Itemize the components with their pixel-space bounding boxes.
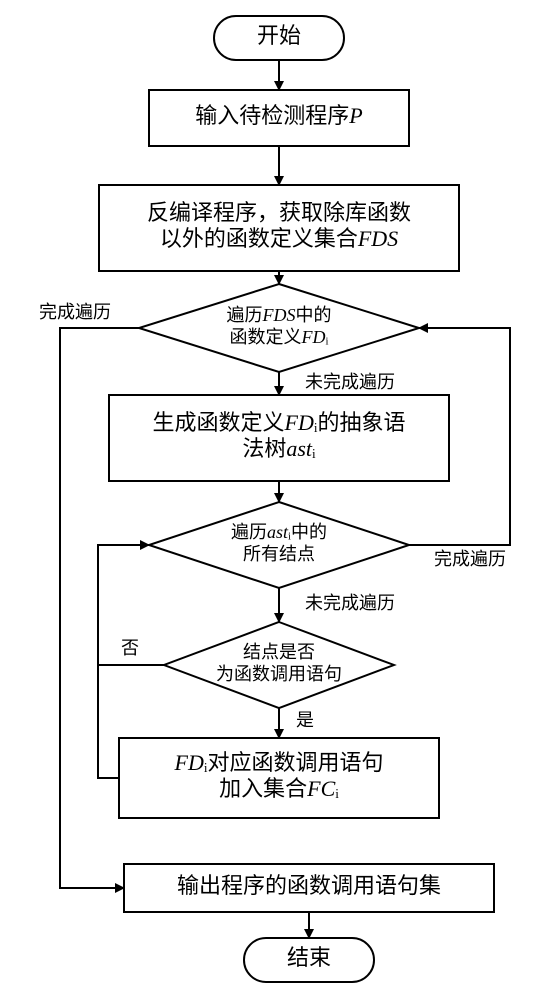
svg-text:以外的函数定义集合FDS: 以外的函数定义集合FDS <box>160 226 398 251</box>
edge-label-e7: 是 <box>296 710 314 730</box>
svg-text:输入待检测程序P: 输入待检测程序P <box>195 103 362 128</box>
svg-text:FDᵢ对应函数调用语句: FDᵢ对应函数调用语句 <box>174 750 384 775</box>
svg-text:反编译程序，获取除库函数: 反编译程序，获取除库函数 <box>147 200 411 225</box>
svg-text:生成函数定义FDᵢ的抽象语: 生成函数定义FDᵢ的抽象语 <box>153 410 406 435</box>
edge-e_fc_back <box>98 665 119 778</box>
svg-text:结束: 结束 <box>287 945 331 970</box>
svg-text:输出程序的函数调用语句集: 输出程序的函数调用语句集 <box>177 873 441 898</box>
flowchart-root: 未完成遍历未完成遍历是完成遍历完成遍历否开始输入待检测程序P反编译程序，获取除库… <box>0 0 558 1000</box>
node-label-start: 开始 <box>257 23 301 48</box>
svg-text:遍历astᵢ中的: 遍历astᵢ中的 <box>231 522 327 542</box>
svg-text:为函数调用语句: 为函数调用语句 <box>216 664 342 684</box>
edge-label-e_fds_left: 完成遍历 <box>39 302 111 322</box>
edge-label-e_ast_right: 完成遍历 <box>434 549 506 569</box>
node-label-output: 输出程序的函数调用语句集 <box>177 873 441 898</box>
svg-text:函数定义FDᵢ: 函数定义FDᵢ <box>230 327 329 347</box>
svg-text:结点是否: 结点是否 <box>243 642 315 662</box>
node-label-input: 输入待检测程序P <box>195 103 362 128</box>
edge-label-e4: 未完成遍历 <box>305 372 395 392</box>
svg-text:遍历FDS中的: 遍历FDS中的 <box>227 305 332 325</box>
svg-text:开始: 开始 <box>257 23 301 48</box>
svg-text:所有结点: 所有结点 <box>243 544 315 564</box>
node-label-end: 结束 <box>287 945 331 970</box>
node-label-decompile: 反编译程序，获取除库函数以外的函数定义集合FDS <box>147 200 411 251</box>
svg-text:法树astᵢ: 法树astᵢ <box>242 436 316 461</box>
edge-label-e_call_no: 否 <box>121 638 139 658</box>
edge-label-e6: 未完成遍历 <box>305 593 395 613</box>
svg-text:加入集合FCᵢ: 加入集合FCᵢ <box>219 776 339 801</box>
